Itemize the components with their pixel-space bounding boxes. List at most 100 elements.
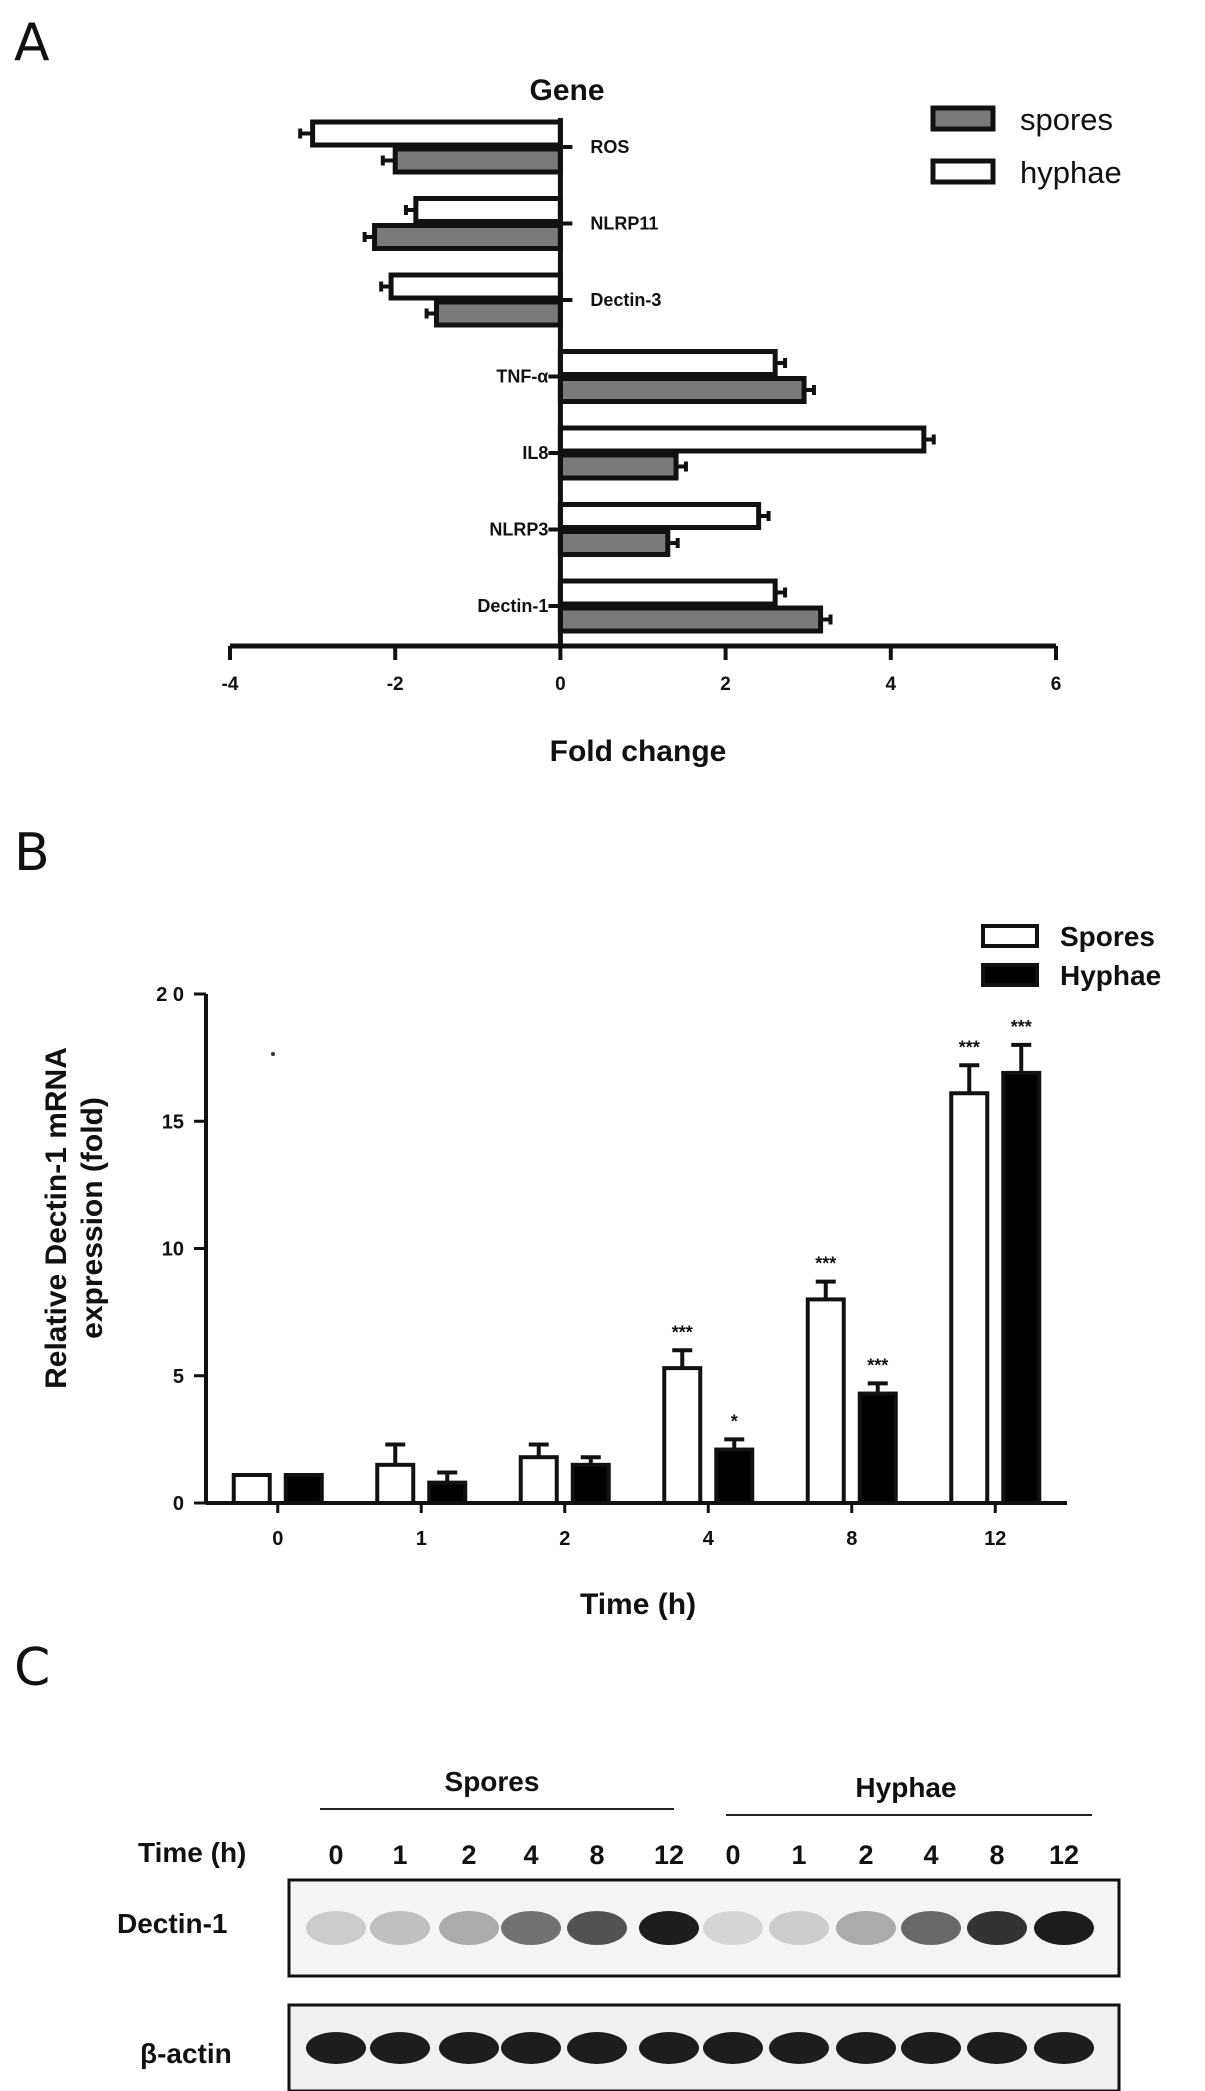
chart-b-bars: **************** xyxy=(231,1017,1042,1506)
chart-a-axes xyxy=(230,118,1056,649)
bar-Spores-0 xyxy=(231,1473,272,1506)
x-tick-label-2: 0 xyxy=(555,674,566,695)
x-tick-label-2: 2 xyxy=(559,1528,570,1550)
gene-label-4: IL8 xyxy=(522,443,548,463)
blot-group-spores-label: Spores xyxy=(445,1766,540,1797)
blot-group-hyphae-label: Hyphae xyxy=(855,1772,956,1803)
blot-band-1-2 xyxy=(439,2032,499,2064)
blot-band-1-0 xyxy=(306,2032,366,2064)
y-tick-label-2: 10 xyxy=(162,1239,184,1261)
x-tick-label-1: 1 xyxy=(416,1528,427,1550)
bar-hyphae-2 xyxy=(388,272,563,301)
blot-lane-label-11: 12 xyxy=(1049,1840,1079,1870)
x-tick-label-4: 4 xyxy=(886,674,897,695)
bar-Hyphae-8 xyxy=(857,1391,898,1505)
significance-Spores-8: *** xyxy=(815,1254,836,1274)
x-tick-label-4: 4 xyxy=(703,1528,715,1550)
blot-band-0-3 xyxy=(501,1911,561,1945)
blot-band-1-6 xyxy=(703,2032,763,2064)
blot-band-0-0 xyxy=(306,1911,366,1945)
x-tick-label-12: 12 xyxy=(984,1528,1006,1550)
blot-band-1-1 xyxy=(370,2032,430,2064)
blot-band-0-5 xyxy=(639,1911,699,1945)
blot-lane-label-2: 2 xyxy=(461,1840,476,1870)
chart-b-axes xyxy=(204,994,1067,1505)
chart-a-bars xyxy=(298,119,936,634)
blot-lane-label-1: 1 xyxy=(392,1840,407,1870)
blot-band-1-7 xyxy=(769,2032,829,2064)
legend-label-spores: spores xyxy=(1020,102,1113,137)
bar-hyphae-0 xyxy=(310,119,563,148)
blot-lane-label-8: 2 xyxy=(858,1840,873,1870)
blot-lane-label-4: 8 xyxy=(589,1840,604,1870)
blot-lane-label-10: 8 xyxy=(989,1840,1004,1870)
panel-a-letter: A xyxy=(14,13,50,73)
bar-Spores-1 xyxy=(375,1462,416,1505)
blot-lane-label-6: 0 xyxy=(725,1840,740,1870)
bar-Hyphae-1 xyxy=(427,1480,468,1506)
blot-lane-label-9: 4 xyxy=(923,1840,938,1870)
gene-label-1: NLRP11 xyxy=(590,214,658,234)
blot-band-0-4 xyxy=(567,1911,627,1945)
gene-label-0: ROS xyxy=(590,137,629,157)
legend-swatch-hyphae-b xyxy=(981,963,1039,987)
bar-Hyphae-2 xyxy=(570,1462,611,1505)
blot-bands xyxy=(306,1911,1094,2064)
gene-label-2: Dectin-3 xyxy=(590,290,661,310)
y-tick-label-0: 0 xyxy=(173,1493,184,1515)
bar-hyphae-1 xyxy=(413,196,563,224)
blot-band-0-1 xyxy=(370,1911,430,1945)
blot-band-0-2 xyxy=(439,1911,499,1945)
blot-lane-labels: 0 1 2 4 8 12 0 1 2 4 8 12 xyxy=(328,1840,1079,1870)
blot-row-label-dectin1: Dectin-1 xyxy=(117,1908,227,1939)
significance-Spores-4: *** xyxy=(672,1322,693,1342)
chart-a-gene-labels: ROS NLRP11 Dectin-3 TNF-α IL8 NLRP3 Dectin-1 xyxy=(477,137,661,616)
legend-label-hyphae-b: Hyphae xyxy=(1060,960,1161,991)
bar-Spores-8 xyxy=(805,1297,846,1506)
bar-hyphae-3 xyxy=(557,349,778,377)
chart-a-title: Gene xyxy=(529,74,604,107)
blot-band-1-11 xyxy=(1034,2032,1094,2064)
x-tick-label-8: 8 xyxy=(846,1528,857,1550)
blot-band-0-10 xyxy=(967,1911,1027,1945)
blot-band-1-10 xyxy=(967,2032,1027,2064)
blot-lane-label-7: 1 xyxy=(791,1840,806,1870)
blot-band-1-4 xyxy=(567,2032,627,2064)
y-tick-label-3: 15 xyxy=(162,1111,184,1133)
bar-hyphae-5 xyxy=(557,502,762,530)
x-tick-label-1: -2 xyxy=(387,674,404,695)
significance-Hyphae-8: *** xyxy=(867,1355,888,1375)
blot-lane-label-3: 4 xyxy=(523,1840,538,1870)
legend-label-spores-b: Spores xyxy=(1060,921,1155,952)
chart-a-fold-change: Gene Fold change ROS NLRP11 Dectin-3 TNF-α I… xyxy=(222,74,1122,768)
blot-lane-label-5: 12 xyxy=(654,1840,684,1870)
bar-spores-6 xyxy=(557,605,824,634)
blot-band-1-3 xyxy=(501,2032,561,2064)
blot-band-0-9 xyxy=(901,1911,961,1945)
significance-Hyphae-12: *** xyxy=(1011,1017,1032,1037)
chart-a-x-ticks: -4 -2 0 2 4 6 xyxy=(222,646,1062,695)
chart-b-y-axis-title-line-1: Relative Dectin-1 mRNA xyxy=(40,1047,73,1389)
blot-band-0-7 xyxy=(769,1911,829,1945)
legend-swatch-spores xyxy=(930,105,996,132)
bar-spores-3 xyxy=(557,376,807,404)
chart-b-legend: Spores Hyphae xyxy=(981,921,1161,991)
x-tick-label-5: 6 xyxy=(1051,674,1062,695)
panel-c-letter: C xyxy=(14,1638,50,1698)
blot-row-label-actin: β-actin xyxy=(140,2038,232,2069)
bar-Spores-4 xyxy=(662,1366,703,1505)
x-tick-label-3: 2 xyxy=(720,674,731,695)
chart-a-x-axis-title: Fold change xyxy=(550,735,727,768)
significance-Spores-12: *** xyxy=(959,1037,980,1057)
blot-band-1-5 xyxy=(639,2032,699,2064)
chart-b-y-axis-title: Relative Dectin-1 mRNA expression (fold) xyxy=(40,1047,109,1389)
chart-b-y-axis-title-line-2: expression (fold) xyxy=(76,1097,109,1339)
blot-band-0-6 xyxy=(703,1911,763,1945)
significance-Hyphae-4: * xyxy=(731,1411,738,1431)
bar-Spores-12 xyxy=(949,1091,990,1505)
blot-lane-label-0: 0 xyxy=(328,1840,343,1870)
western-blot-panel: Spores Hyphae Time (h) 0 1 2 4 8 12 0 1 2 4 8 12 De… xyxy=(117,1766,1121,2091)
bar-spores-1 xyxy=(372,223,563,251)
